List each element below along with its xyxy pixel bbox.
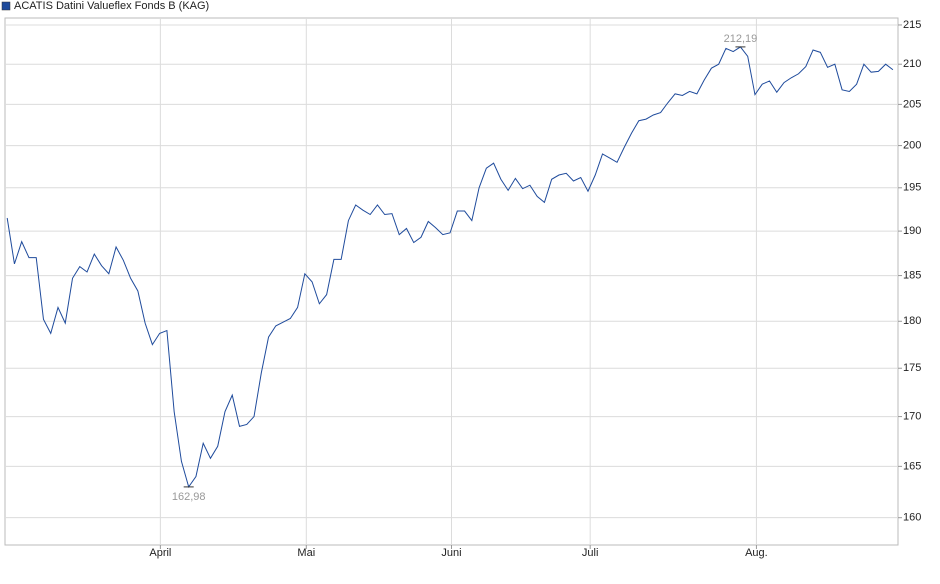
- y-tick-label: 180: [903, 315, 921, 327]
- y-tick-label: 160: [903, 512, 921, 524]
- y-tick-label: 205: [903, 98, 921, 110]
- x-tick-label: Aug.: [745, 547, 768, 559]
- legend-swatch: [1, 1, 11, 11]
- y-tick-label: 175: [903, 362, 921, 374]
- y-tick-label: 195: [903, 182, 921, 194]
- x-tick-label: Juni: [441, 547, 461, 559]
- x-tick-label: Juli: [582, 547, 599, 559]
- y-tick-label: 185: [903, 269, 921, 281]
- x-tick-label: Mai: [297, 547, 315, 559]
- extreme-label: 162,98: [172, 491, 206, 503]
- price-line: [6, 46, 894, 489]
- extreme-label: 212,19: [724, 33, 758, 45]
- legend-label: ACATIS Datini Valueflex Fonds B (KAG): [14, 0, 209, 12]
- y-tick-label: 165: [903, 460, 921, 472]
- y-tick-label: 200: [903, 139, 921, 151]
- y-tick-label: 215: [903, 19, 921, 31]
- y-tick-label: 190: [903, 225, 921, 237]
- y-tick-label: 210: [903, 58, 921, 70]
- y-tick-label: 170: [903, 410, 921, 422]
- x-tick-label: April: [149, 547, 171, 559]
